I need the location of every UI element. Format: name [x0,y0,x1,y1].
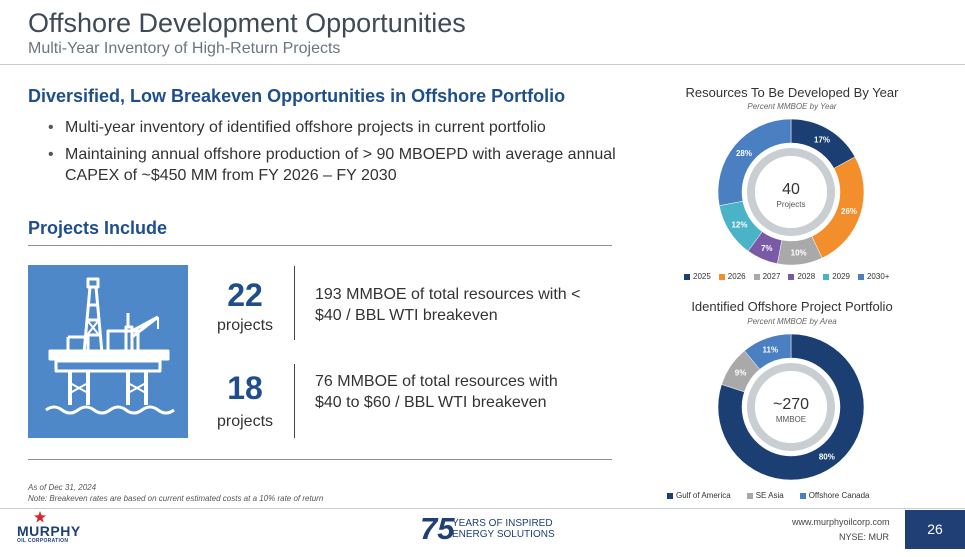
bullet-list: Multi-year inventory of identified offsh… [48,117,648,192]
donut-center-label: MMBOE [776,415,806,424]
stat-unit: projects [216,317,274,334]
chart-legend: Gulf of America SE Asia Offshore Canada [667,491,877,500]
legend-swatch [788,273,795,280]
legend-item: Offshore Canada [799,491,870,500]
legend-swatch [753,273,760,280]
anniversary-text: YEARS OF INSPIRED ENERGY SOLUTIONS [452,518,562,540]
legend-swatch [823,273,830,280]
legend-label: Offshore Canada [808,491,870,500]
donut-slice-label: 10% [791,249,807,258]
donut-chart-by-year: 17% 26% 10% 7% 12% 28% 40 Projects [717,118,865,266]
donut-slice-label: 9% [735,369,747,378]
bullet-item: Maintaining annual offshore production o… [48,144,648,186]
donut-slice-label: 12% [731,221,747,230]
legend-label: 2029 [832,272,850,281]
legend-label: SE Asia [755,491,784,500]
donut-slice-label: 28% [736,149,752,158]
legend-swatch [684,273,690,280]
projects-heading: Projects Include [28,218,168,238]
header-divider [0,64,965,65]
page-number: 26 [905,510,965,549]
section-heading: Diversified, Low Breakeven Opportunities… [28,86,566,106]
projects-divider-bottom [28,459,612,460]
legend-label: 2027 [762,272,781,281]
legend-label: 2030+ [866,272,890,281]
donut-slice-offshore-canada [744,333,792,370]
donut-center-label: Projects [777,200,806,209]
legend-item: 2026 [718,272,746,281]
legend-label: 2028 [797,272,816,281]
donut-inner-ring [747,363,835,451]
chart-subtitle: Percent MMBOE by Year [747,102,837,111]
anniversary-line: YEARS OF INSPIRED [452,518,553,529]
donut-center-value: 40 [782,181,800,198]
chart-title: Resources To Be Developed By Year [685,85,899,100]
offshore-rig-icon [45,277,175,415]
stock-ticker: NYSE: MUR [839,532,890,542]
projects-divider-top [28,245,612,246]
legend-label: 2026 [727,272,746,281]
donut-slice-label: 80% [819,452,835,461]
chart-subtitle: Percent MMBOE by Area [747,317,837,326]
legend-swatch [799,492,806,499]
anniversary-number: 75 [420,511,455,546]
donut-center [755,371,827,443]
legend-swatch [857,273,864,280]
legend-label: Gulf of America [676,491,731,500]
donut-slice-label: 26% [841,207,857,216]
legend-label: 2025 [693,272,711,281]
stat-divider [294,266,295,340]
legend-item: 2030+ [857,272,890,281]
company-logo: MURPHY [17,523,81,539]
website-link[interactable]: www.murphyoilcorp.com [792,517,890,527]
legend-swatch [667,492,673,499]
as-of-date: As of Dec 31, 2024 [28,483,97,492]
legend-item: 2025 [684,272,711,281]
stat-description: 193 MMBOE of total resources with < $40 … [315,286,581,324]
donut-slice-label: 11% [763,346,779,355]
stat-unit: projects [216,413,274,430]
legend-item: Gulf of America [667,491,731,500]
footnote: Note: Breakeven rates are based on curre… [28,494,324,503]
stat-description: 76 MMBOE of total resources with $40 to … [315,373,558,411]
stat-number: 18 [227,370,263,406]
chart-legend: 2025 2026 2027 2028 2029 2030+ [684,272,897,281]
bullet-item: Multi-year inventory of identified offsh… [48,117,648,138]
donut-slice-label: 7% [761,244,773,253]
donut-center-value: ~270 [773,396,809,413]
legend-item: 2028 [788,272,815,281]
legend-swatch [746,492,753,499]
page-title: Offshore Development Opportunities [28,8,466,38]
legend-item: 2029 [823,272,850,281]
page-subtitle: Multi-Year Inventory of High-Return Proj… [28,40,341,57]
donut-slice-label: 17% [814,135,830,144]
donut-slice-2030- [717,118,792,206]
star-icon [34,511,46,523]
anniversary-line: ENERGY SOLUTIONS [452,529,555,540]
company-logo-subtitle: OIL CORPORATION [17,538,69,544]
donut-inner-ring [747,148,835,236]
legend-item: SE Asia [746,491,784,500]
stat-number: 22 [227,277,263,313]
legend-swatch [718,273,725,280]
donut-center [755,156,827,228]
offshore-rig-tile [28,265,188,438]
chart-title: Identified Offshore Project Portfolio [691,299,893,314]
donut-chart-by-area: 80% 9% 11% ~270 MMBOE [717,333,865,481]
legend-item: 2027 [753,272,781,281]
stat-divider [294,364,295,438]
footer-divider [0,508,965,509]
donut-slice-gulf-of-america [717,333,865,481]
